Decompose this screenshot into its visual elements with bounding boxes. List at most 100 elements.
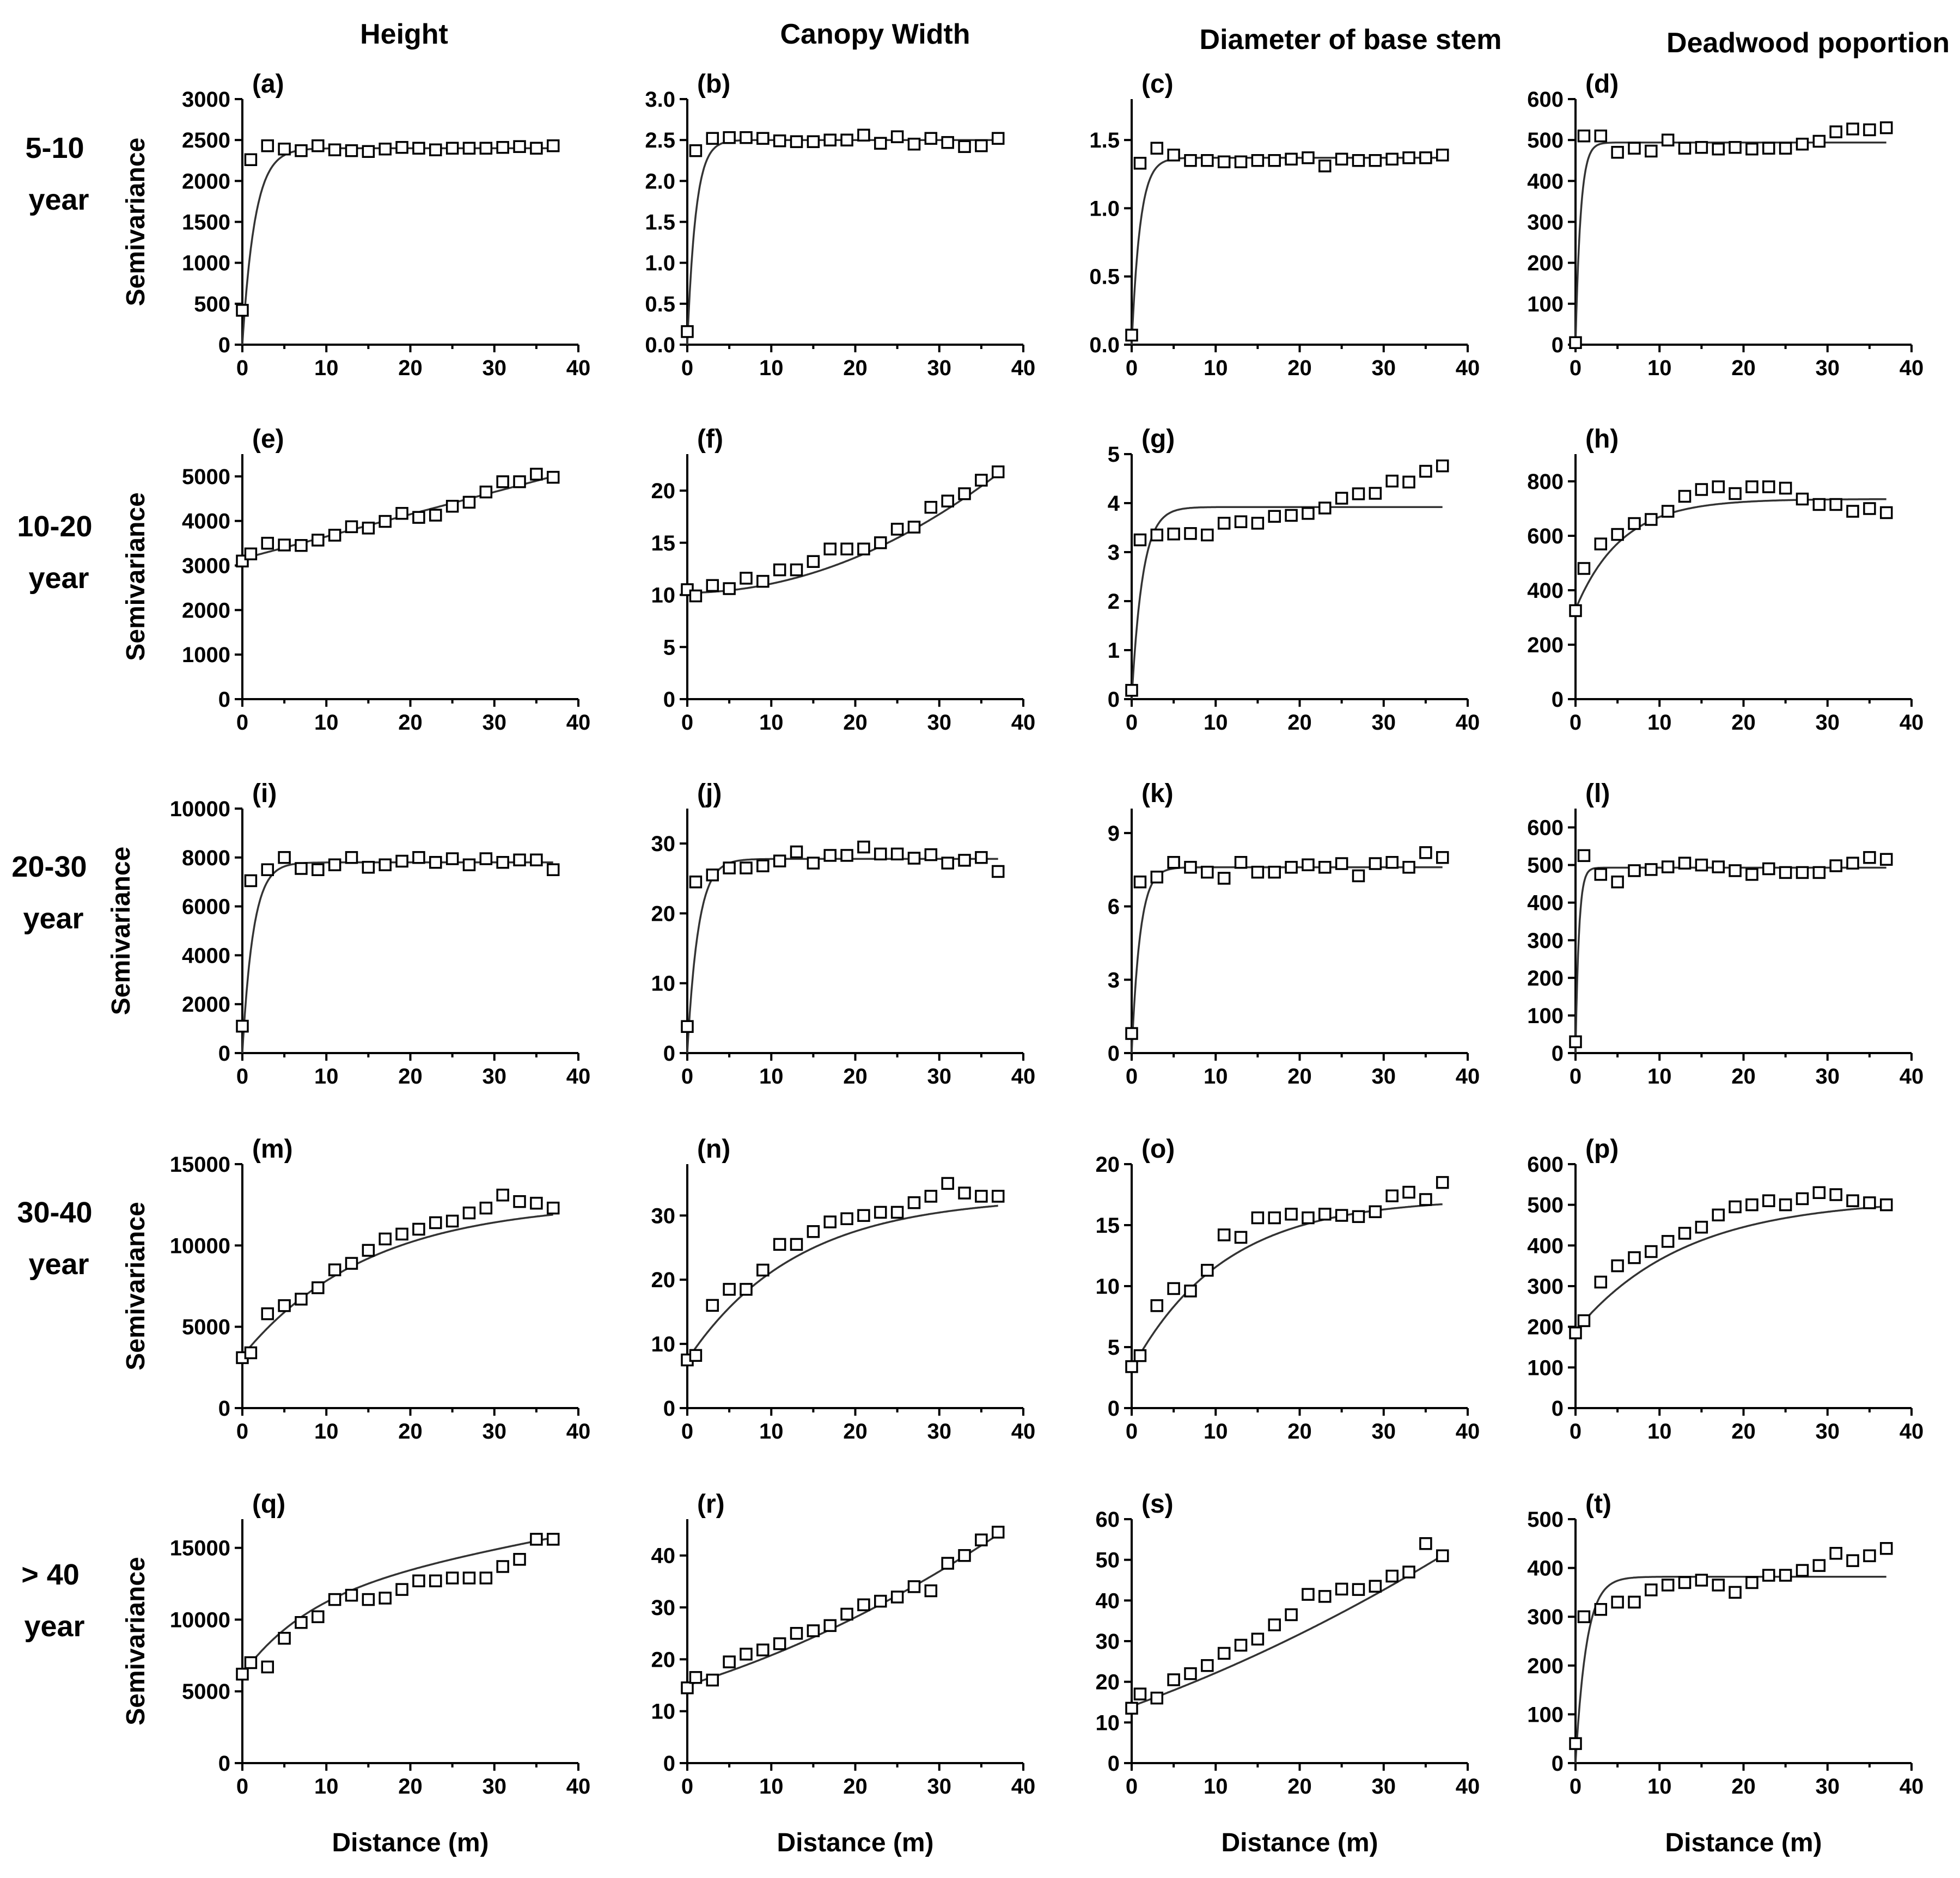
data-point-i-8 — [362, 861, 375, 874]
y-tick-label-a-0: 0 — [218, 333, 230, 357]
x-tick-label-r-4: 40 — [1011, 1775, 1036, 1799]
column-title-canopy-width: Canopy Width — [780, 19, 970, 50]
data-point-b-16 — [941, 136, 954, 149]
y-tick-label-e-1: 1000 — [182, 643, 230, 667]
data-point-o-1 — [1133, 1349, 1147, 1362]
panel-label-r: (r) — [697, 1490, 725, 1519]
y-tick-label-q-2: 10000 — [170, 1608, 230, 1632]
y-tick-label-r-2: 20 — [651, 1648, 676, 1672]
y-tick-label-k-3: 9 — [1108, 822, 1120, 846]
y-tick-label-f-2: 10 — [651, 584, 676, 608]
x-tick-label-o-3: 30 — [1372, 1420, 1396, 1443]
x-tick-label-q-3: 30 — [483, 1775, 507, 1799]
data-point-d-1 — [1577, 129, 1591, 143]
x-tick-label-a-3: 30 — [483, 356, 507, 380]
row-labels: 5-10 year 10-20 year 20-30 year 30-40 ye… — [11, 132, 100, 1643]
row-label-20-30-line2: year — [23, 902, 83, 935]
y-tick-label-b-5: 2.5 — [645, 129, 675, 152]
data-point-s-15 — [1369, 1580, 1382, 1593]
y-tick-label-p-3: 300 — [1527, 1275, 1564, 1299]
data-point-d-18 — [1863, 123, 1876, 137]
data-point-a-17 — [513, 140, 526, 153]
x-tick-label-s-3: 30 — [1372, 1775, 1396, 1799]
data-point-s-4 — [1184, 1667, 1197, 1680]
x-tick-label-e-2: 20 — [398, 711, 423, 735]
data-point-i-14 — [462, 858, 476, 872]
panel-e: 0 10 20 30 40 0 1000 2000 3000 4000 5000 (e) Semivar… — [121, 425, 590, 735]
column-title-diameter-base-stem: Diameter of base stem — [1200, 24, 1502, 56]
data-point-n-5 — [756, 1263, 770, 1277]
data-point-n-11 — [857, 1209, 870, 1222]
row-label-10-20: 10-20 year — [17, 510, 100, 595]
data-point-b-14 — [907, 137, 921, 151]
data-point-b-3 — [723, 131, 736, 144]
data-point-g-15 — [1369, 487, 1382, 500]
data-point-c-0 — [1125, 328, 1138, 342]
data-point-m-3 — [278, 1299, 291, 1312]
data-point-n-8 — [807, 1225, 820, 1238]
data-point-t-12 — [1762, 1569, 1775, 1582]
data-point-t-18 — [1863, 1549, 1876, 1562]
data-point-m-18 — [530, 1196, 543, 1210]
data-point-k-18 — [1419, 846, 1432, 859]
data-point-k-12 — [1318, 861, 1332, 874]
data-point-h-9 — [1712, 480, 1725, 493]
x-tick-label-l-2: 20 — [1731, 1065, 1756, 1088]
fit-curve-a — [241, 147, 553, 345]
y-tick-label-t-5: 500 — [1527, 1508, 1564, 1532]
x-tick-label-k-0: 0 — [1126, 1065, 1138, 1088]
data-point-r-6 — [773, 1637, 786, 1650]
data-point-l-14 — [1796, 866, 1809, 879]
data-point-n-1 — [689, 1349, 703, 1362]
x-tick-label-f-3: 30 — [927, 711, 952, 735]
data-point-a-8 — [362, 145, 375, 158]
panel-label-s: (s) — [1141, 1490, 1174, 1519]
x-tick-label-p-3: 30 — [1816, 1420, 1840, 1443]
x-tick-label-n-3: 30 — [927, 1420, 952, 1443]
data-point-r-18 — [975, 1533, 988, 1546]
data-point-g-17 — [1402, 475, 1415, 489]
x-tick-label-k-3: 30 — [1372, 1065, 1396, 1088]
data-point-d-3 — [1611, 145, 1624, 159]
data-point-e-17 — [513, 475, 526, 488]
y-tick-label-d-2: 200 — [1527, 252, 1564, 276]
data-point-q-11 — [412, 1574, 425, 1588]
data-point-h-16 — [1829, 498, 1842, 511]
data-point-b-4 — [740, 131, 753, 144]
y-tick-label-f-0: 0 — [663, 688, 675, 712]
data-point-i-0 — [236, 1019, 249, 1033]
data-point-f-7 — [790, 563, 803, 577]
data-point-i-17 — [513, 853, 526, 867]
y-tick-label-l-4: 400 — [1527, 891, 1564, 915]
y-tick-label-o-1: 5 — [1108, 1336, 1120, 1360]
data-point-q-17 — [513, 1553, 526, 1566]
row-label-5-10-line1: 5-10 — [25, 132, 84, 164]
x-tick-label-g-4: 40 — [1456, 711, 1480, 735]
x-tick-label-a-2: 20 — [398, 356, 423, 380]
data-point-o-17 — [1402, 1185, 1415, 1199]
x-tick-label-b-3: 30 — [927, 356, 952, 380]
data-point-c-16 — [1385, 152, 1399, 166]
y-tick-label-b-2: 1.0 — [645, 252, 675, 276]
y-tick-label-b-3: 1.5 — [645, 211, 675, 235]
x-tick-label-h-2: 20 — [1731, 711, 1756, 735]
panel-g: 0 10 20 30 40 0 1 2 3 4 5 (g) — [1108, 425, 1480, 735]
x-tick-label-d-1: 10 — [1647, 356, 1672, 380]
data-point-d-19 — [1879, 121, 1893, 134]
data-point-o-15 — [1369, 1205, 1382, 1219]
x-tick-label-a-1: 10 — [314, 356, 339, 380]
data-point-o-19 — [1436, 1176, 1449, 1189]
x-tick-label-d-3: 30 — [1816, 356, 1840, 380]
data-point-g-2 — [1150, 528, 1164, 542]
data-point-g-9 — [1268, 510, 1281, 523]
data-point-m-13 — [445, 1214, 459, 1228]
data-point-d-16 — [1829, 125, 1842, 138]
data-point-e-9 — [378, 515, 392, 528]
x-tick-label-f-0: 0 — [681, 711, 693, 735]
data-point-s-8 — [1251, 1632, 1265, 1646]
fit-curve-q — [241, 1537, 554, 1675]
x-tick-label-m-3: 30 — [483, 1420, 507, 1443]
data-point-b-7 — [790, 135, 803, 148]
data-point-a-3 — [278, 142, 291, 156]
